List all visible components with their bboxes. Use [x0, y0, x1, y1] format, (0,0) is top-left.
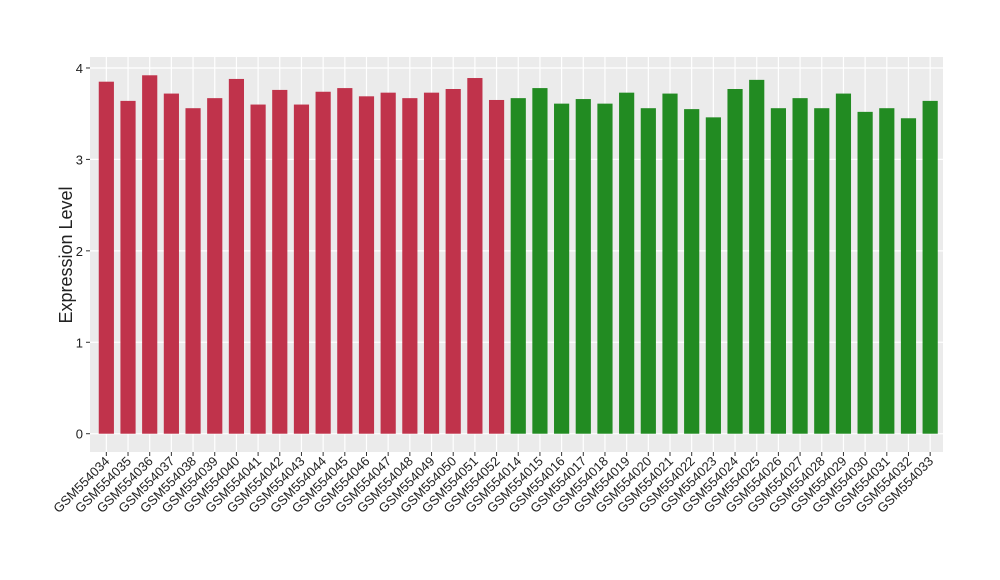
bar	[250, 104, 266, 434]
y-tick-label: 0	[76, 427, 83, 442]
bar	[228, 78, 245, 434]
bar	[684, 109, 700, 434]
y-tick-label: 1	[76, 335, 83, 350]
bar	[510, 98, 526, 434]
bar	[402, 98, 418, 434]
bar	[857, 111, 873, 434]
bar	[293, 104, 310, 434]
bar	[423, 92, 440, 434]
bar	[619, 92, 635, 434]
bar	[337, 88, 353, 434]
bar	[488, 99, 505, 434]
bar	[120, 100, 136, 434]
bar	[900, 118, 917, 434]
bar	[142, 75, 158, 434]
bar	[770, 108, 786, 434]
bar	[445, 89, 461, 434]
y-axis-label: Expression Level	[56, 186, 76, 323]
bar	[163, 93, 179, 434]
bar	[554, 103, 570, 434]
bar	[185, 108, 201, 434]
bar	[727, 89, 743, 434]
bar	[705, 117, 721, 434]
bar	[749, 79, 765, 434]
bar	[814, 108, 830, 434]
bar	[835, 93, 852, 434]
bar	[380, 92, 396, 434]
bar	[662, 93, 678, 434]
bar	[272, 89, 288, 434]
bar	[467, 78, 483, 434]
bar	[358, 96, 375, 434]
y-tick-label: 2	[76, 244, 83, 259]
bar	[315, 91, 331, 434]
bar	[597, 103, 613, 434]
bar	[98, 81, 114, 434]
bar	[640, 108, 656, 434]
bar	[922, 100, 938, 434]
bar	[792, 98, 808, 434]
bar	[532, 88, 548, 434]
bar	[575, 99, 591, 434]
y-tick-label: 3	[76, 152, 83, 167]
y-tick-label: 4	[76, 61, 83, 76]
bar	[879, 108, 895, 434]
bar	[207, 98, 223, 434]
